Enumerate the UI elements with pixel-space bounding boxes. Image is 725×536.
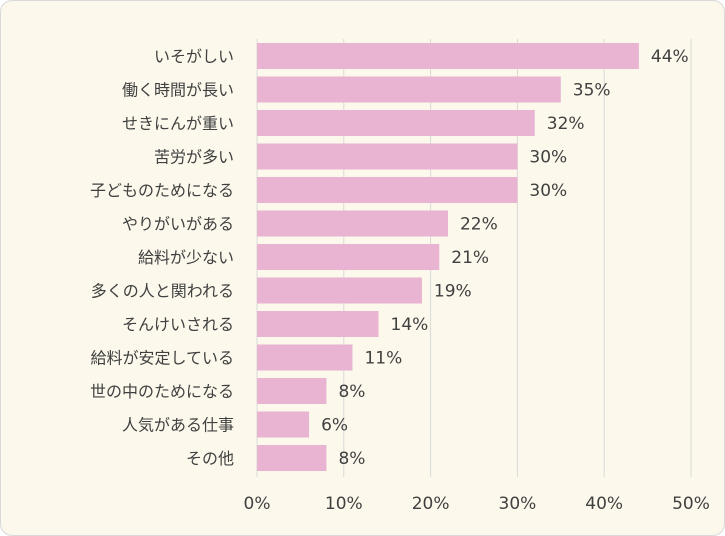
value-label: 32% <box>547 114 585 134</box>
category-label: 多くの人と関われる <box>91 282 234 301</box>
category-label: せきにんが重い <box>122 114 234 133</box>
category-label: 給料が安定している <box>90 349 234 368</box>
x-tick-label: 50% <box>672 494 710 514</box>
bar <box>257 277 422 304</box>
bar <box>257 76 561 103</box>
bar <box>257 378 327 404</box>
x-tick-label: 10% <box>325 494 363 514</box>
x-tick-label: 40% <box>585 494 623 514</box>
x-tick-label: 30% <box>499 494 537 514</box>
category-labels: いそがしい働く時間が長いせきにんが重い苦労が多い子どものためになるやりがいがある… <box>90 47 234 468</box>
category-label: その他 <box>186 449 234 468</box>
bar <box>257 244 440 270</box>
bar <box>257 210 448 237</box>
bar <box>257 177 518 203</box>
bar <box>257 110 535 136</box>
value-label: 21% <box>451 248 489 268</box>
category-label: 子どものためになる <box>90 181 234 200</box>
value-labels: 44% 35% 32% 30% 30% 22% 21% 19%14% 11% 8% 6% 8% <box>321 47 689 469</box>
x-axis-tick-labels: 0% 10% 20% 30% 40% 50% <box>244 494 710 514</box>
bar <box>257 43 639 69</box>
category-label: 苦労が多い <box>154 148 234 167</box>
value-label: 35% <box>573 81 611 101</box>
value-label: 44% <box>651 47 689 67</box>
x-tick-label: 0% <box>244 494 271 514</box>
value-label: 6% <box>321 416 348 436</box>
bar <box>257 445 327 471</box>
category-label: 世の中のためになる <box>90 382 234 401</box>
category-label: そんけいされる <box>122 315 234 334</box>
category-label: 人気がある仕事 <box>122 416 234 435</box>
value-label: 11% <box>364 349 402 369</box>
value-label: 30% <box>529 181 567 201</box>
value-label: 19% <box>434 282 472 302</box>
bars <box>257 43 639 471</box>
bar <box>257 344 353 371</box>
category-label: 給料が少ない <box>138 248 234 267</box>
category-label: やりがいがある <box>122 215 234 234</box>
value-label: 8% <box>338 382 365 402</box>
value-label: 30% <box>529 148 567 168</box>
category-label: 働く時間が長い <box>122 81 234 100</box>
value-label: 14% <box>391 315 429 335</box>
bar <box>257 143 518 170</box>
value-label: 8% <box>338 449 365 469</box>
bar <box>257 311 379 337</box>
category-label: いそがしい <box>154 47 234 66</box>
value-label: 22% <box>460 215 498 235</box>
bar <box>257 411 310 438</box>
x-tick-label: 20% <box>412 494 450 514</box>
